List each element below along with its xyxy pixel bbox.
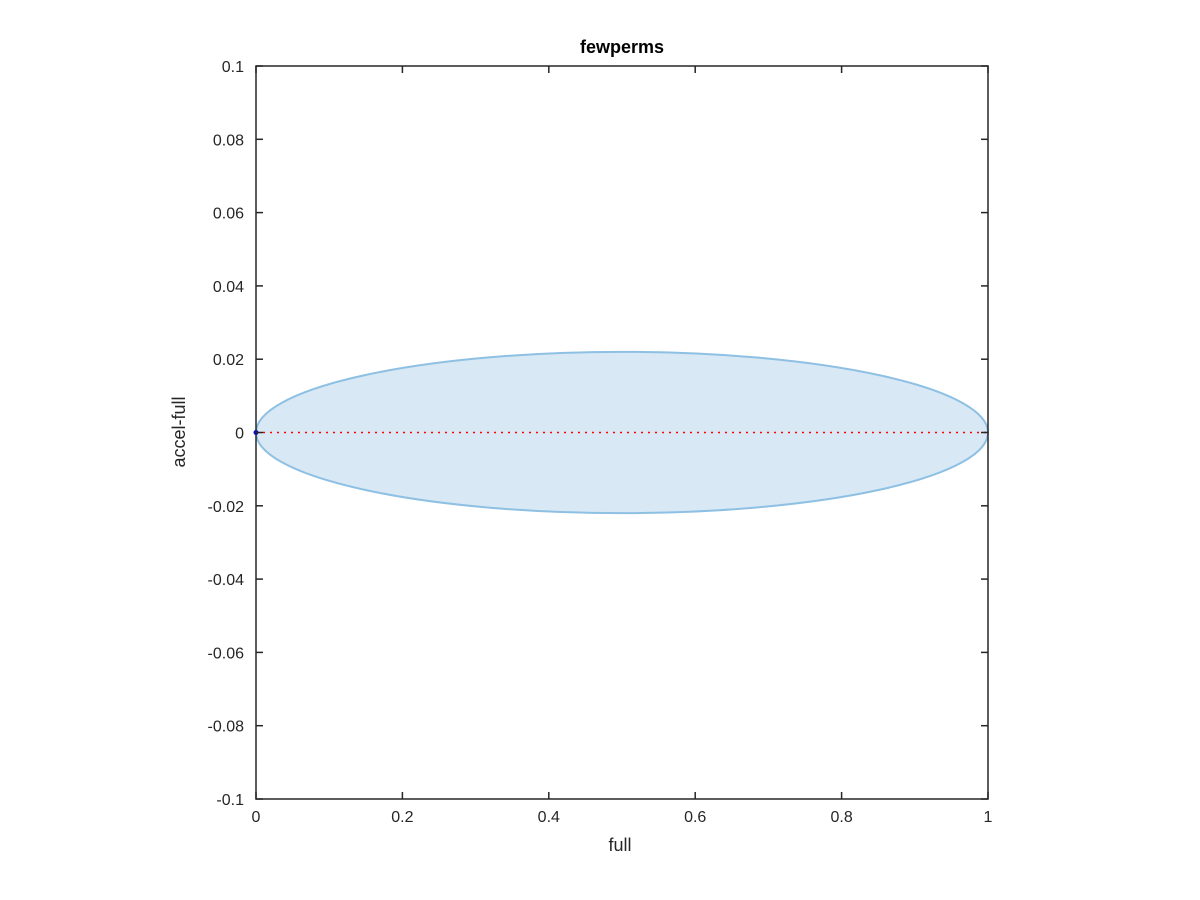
y-tick-label: -0.02 — [208, 499, 245, 516]
y-tick-label: 0.06 — [213, 206, 244, 223]
y-tick-label: -0.06 — [208, 645, 245, 662]
y-tick-label: 0 — [235, 426, 244, 443]
y-axis-label: accel-full — [169, 396, 189, 467]
y-tick-label: 0.08 — [213, 132, 244, 149]
y-tick-label: 0.1 — [222, 59, 244, 76]
x-tick-label: 0.4 — [538, 809, 560, 826]
x-tick-label: 0 — [252, 809, 261, 826]
chart-title: fewperms — [580, 37, 664, 57]
x-tick-label: 0.8 — [830, 809, 852, 826]
y-tick-label: 0.04 — [213, 279, 244, 296]
x-axis-label: full — [608, 835, 631, 855]
x-tick-label: 0.2 — [391, 809, 413, 826]
y-tick-label: -0.08 — [208, 719, 245, 736]
y-tick-label: -0.1 — [216, 792, 244, 809]
y-tick-label: 0.02 — [213, 352, 244, 369]
y-tick-label: -0.04 — [208, 572, 245, 589]
x-tick-label: 0.6 — [684, 809, 706, 826]
x-tick-label: 1 — [984, 809, 993, 826]
